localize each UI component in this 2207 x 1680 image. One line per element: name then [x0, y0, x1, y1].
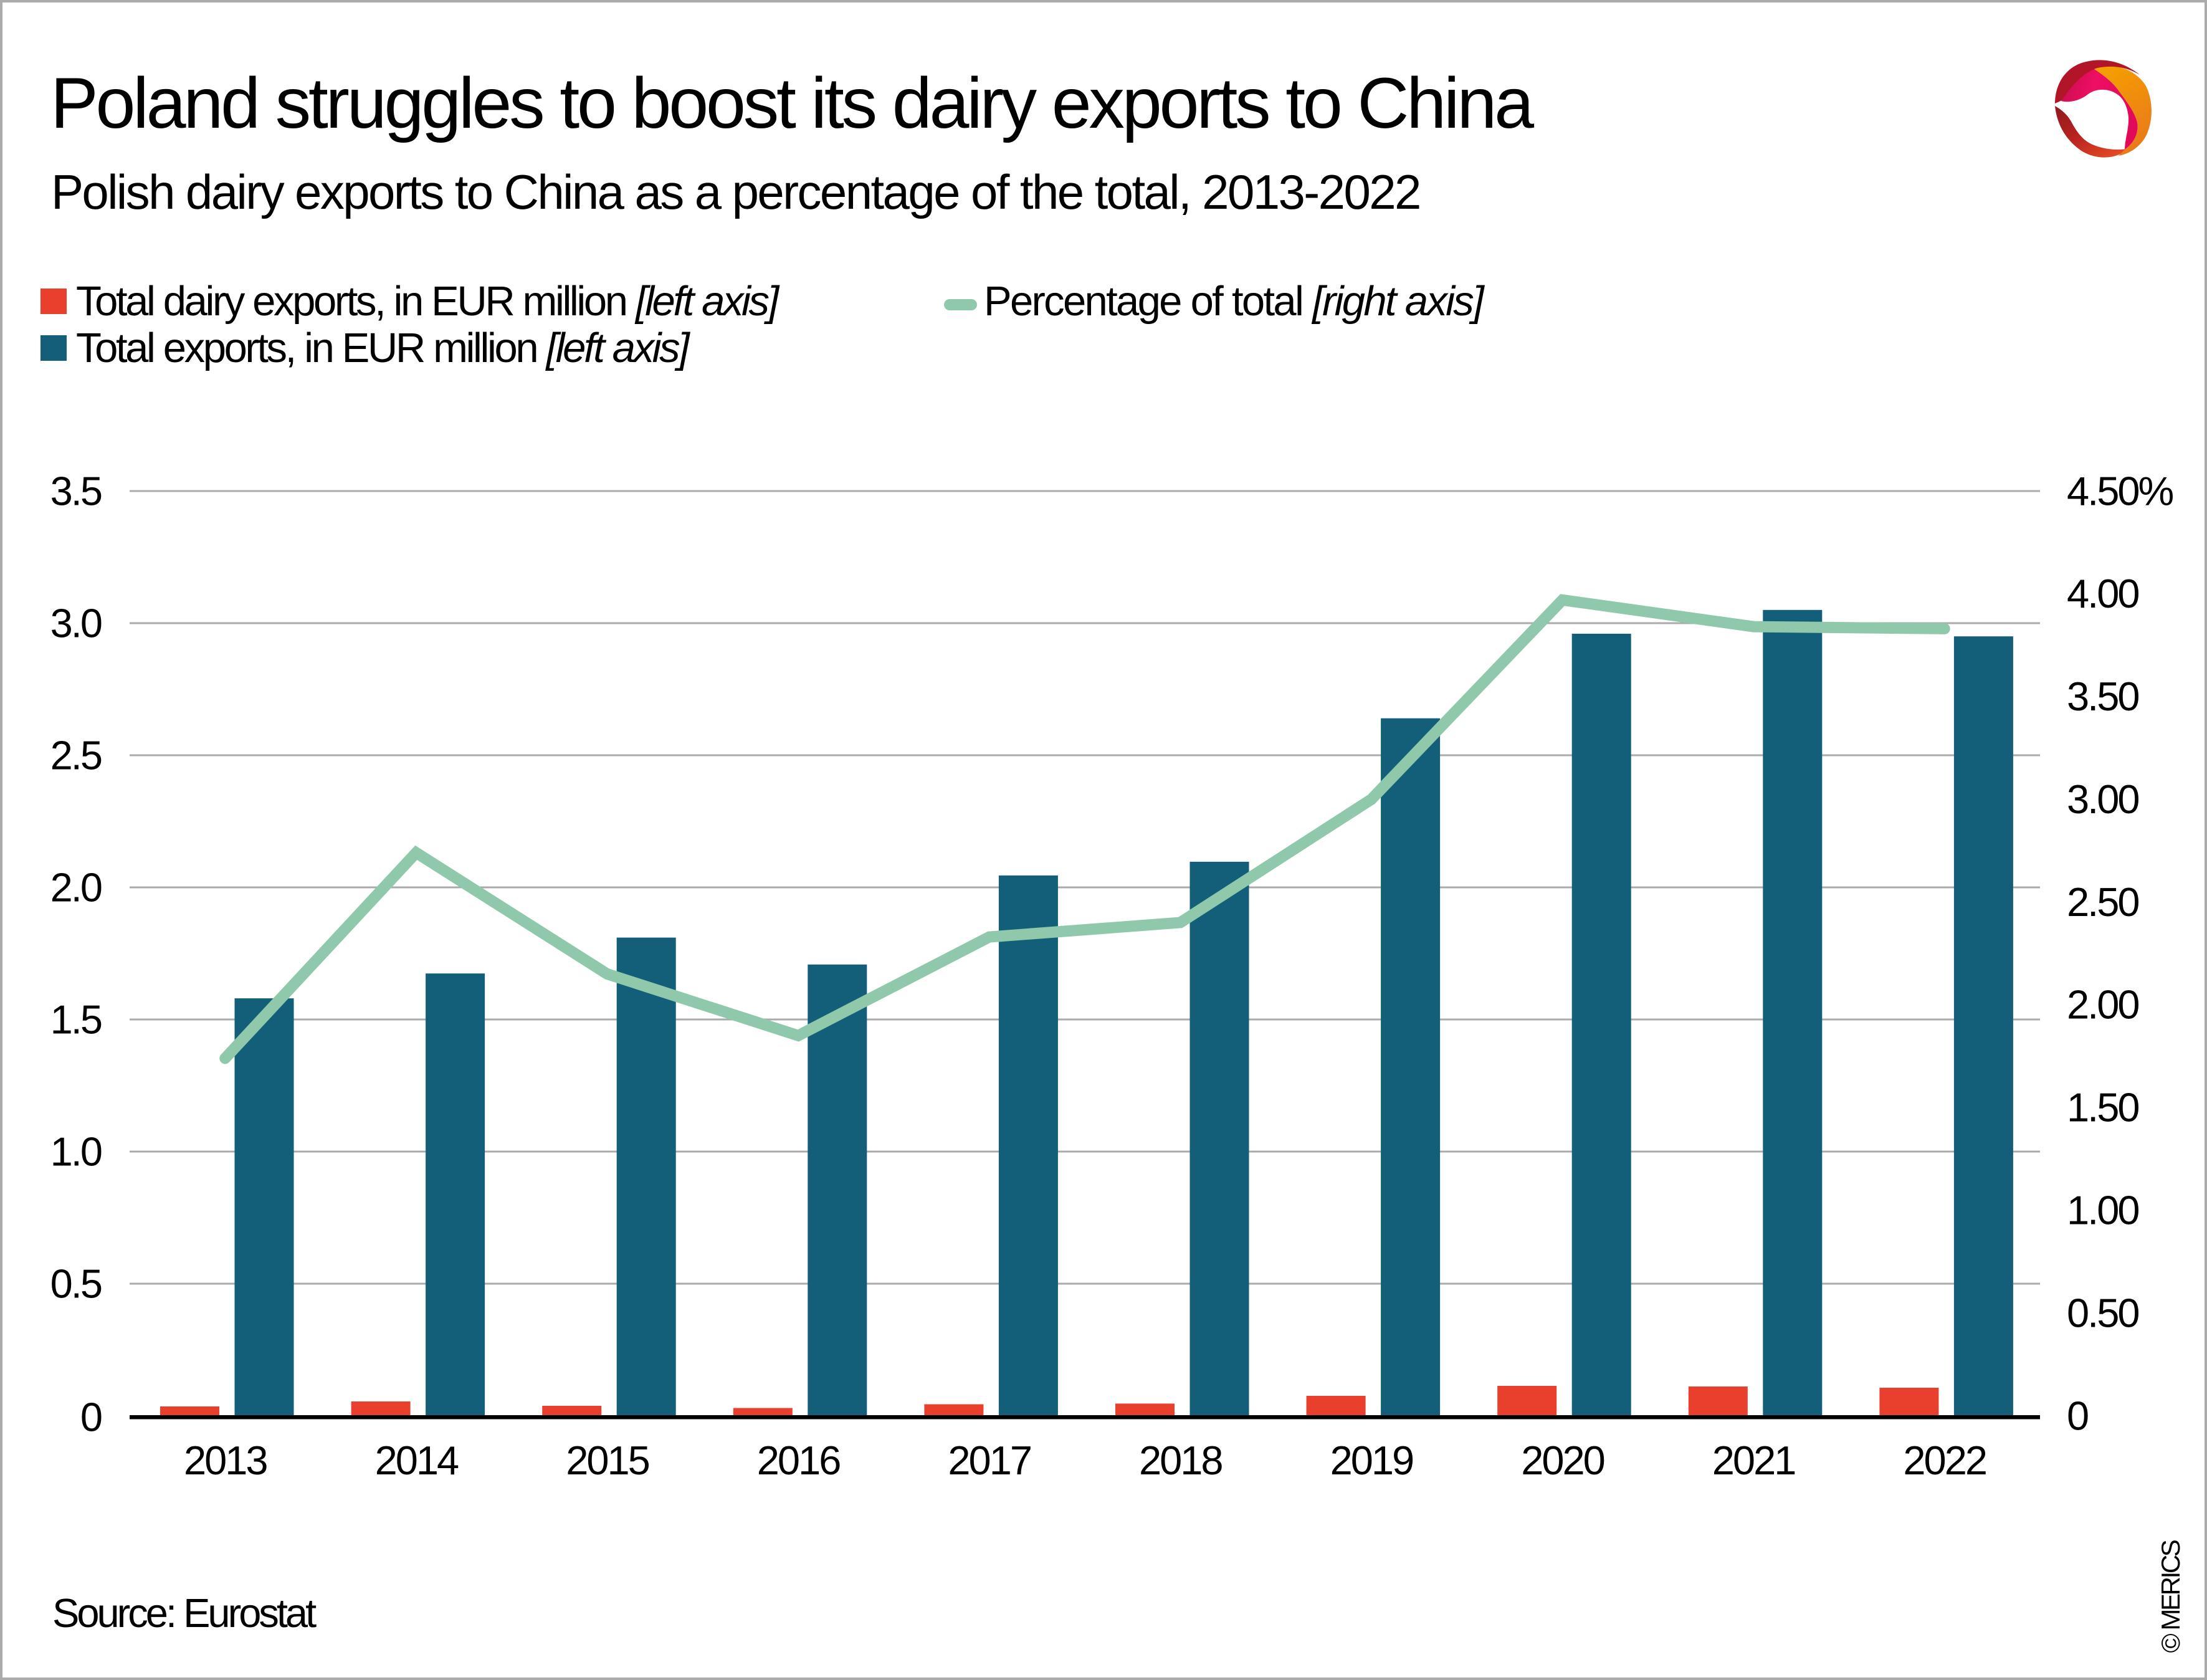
- svg-text:2015: 2015: [566, 1438, 649, 1483]
- svg-text:2013: 2013: [184, 1438, 267, 1483]
- svg-text:1.5: 1.5: [50, 996, 102, 1042]
- svg-text:2014: 2014: [375, 1438, 459, 1483]
- svg-text:1.0: 1.0: [50, 1129, 102, 1174]
- svg-text:2.5: 2.5: [50, 732, 102, 778]
- svg-text:3.5: 3.5: [50, 468, 102, 513]
- svg-text:0.5: 0.5: [50, 1261, 102, 1306]
- svg-text:0: 0: [80, 1395, 102, 1440]
- svg-text:2.00: 2.00: [2067, 982, 2138, 1028]
- svg-text:1.00: 1.00: [2067, 1188, 2138, 1233]
- svg-text:0: 0: [2067, 1393, 2088, 1438]
- svg-text:2021: 2021: [1712, 1438, 1795, 1483]
- svg-text:3.00: 3.00: [2067, 776, 2138, 822]
- svg-text:2.0: 2.0: [50, 864, 102, 910]
- svg-text:1.50: 1.50: [2067, 1085, 2138, 1130]
- svg-text:2020: 2020: [1521, 1438, 1604, 1483]
- svg-text:3.50: 3.50: [2067, 674, 2138, 719]
- svg-text:2017: 2017: [948, 1438, 1031, 1483]
- svg-text:2019: 2019: [1330, 1438, 1413, 1483]
- svg-text:3.0: 3.0: [50, 600, 102, 646]
- svg-text:4.50%: 4.50%: [2067, 468, 2173, 513]
- svg-text:2016: 2016: [757, 1438, 840, 1483]
- svg-text:0.50: 0.50: [2067, 1290, 2138, 1335]
- svg-text:2.50: 2.50: [2067, 879, 2138, 925]
- svg-text:2018: 2018: [1139, 1438, 1222, 1483]
- svg-text:2022: 2022: [1903, 1438, 1986, 1483]
- svg-text:4.00: 4.00: [2067, 571, 2138, 616]
